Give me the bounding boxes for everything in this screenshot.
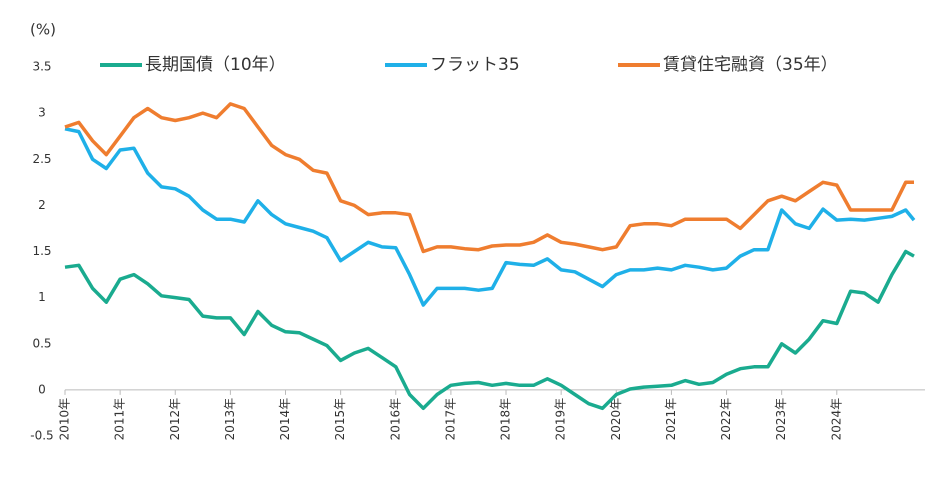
x-tick-label: 2014年 bbox=[278, 398, 292, 441]
y-tick-label: 3 bbox=[38, 106, 46, 120]
x-tick-label: 2011年 bbox=[113, 398, 127, 441]
y-tick-label: 1 bbox=[38, 290, 46, 304]
x-tick-label: 2021年 bbox=[664, 398, 678, 441]
y-tick-label: 1.5 bbox=[32, 244, 51, 258]
x-tick-label: 2018年 bbox=[499, 398, 513, 441]
series-line bbox=[64, 127, 916, 307]
legend-label: 長期国債（10年） bbox=[145, 55, 286, 75]
x-tick-label: 2023年 bbox=[774, 398, 788, 441]
x-tick-label: 2024年 bbox=[829, 398, 843, 441]
legend-label: 賃貸住宅融資（35年） bbox=[663, 55, 838, 75]
y-tick-label: 2 bbox=[38, 198, 46, 212]
y-axis-label: (%) bbox=[30, 21, 56, 39]
x-tick-label: 2015年 bbox=[333, 398, 347, 441]
x-tick-label: 2013年 bbox=[223, 398, 237, 441]
y-tick-label: 3.5 bbox=[32, 60, 51, 74]
x-tick-label: 2019年 bbox=[554, 398, 568, 441]
x-tick-label: 2020年 bbox=[609, 398, 623, 441]
y-tick-label: 0.5 bbox=[32, 336, 51, 350]
y-tick-label: -0.5 bbox=[30, 429, 53, 443]
x-tick-label: 2010年 bbox=[58, 398, 72, 441]
y-tick-label: 2.5 bbox=[32, 152, 51, 166]
y-tick-label: 0 bbox=[38, 382, 46, 396]
series-line bbox=[64, 102, 914, 254]
x-tick-label: 2012年 bbox=[168, 398, 182, 441]
x-tick-label: 2016年 bbox=[388, 398, 402, 441]
x-tick-label: 2017年 bbox=[443, 398, 457, 441]
legend-label: フラット35 bbox=[430, 55, 520, 75]
series-line bbox=[64, 249, 915, 411]
x-tick-label: 2022年 bbox=[719, 398, 733, 441]
